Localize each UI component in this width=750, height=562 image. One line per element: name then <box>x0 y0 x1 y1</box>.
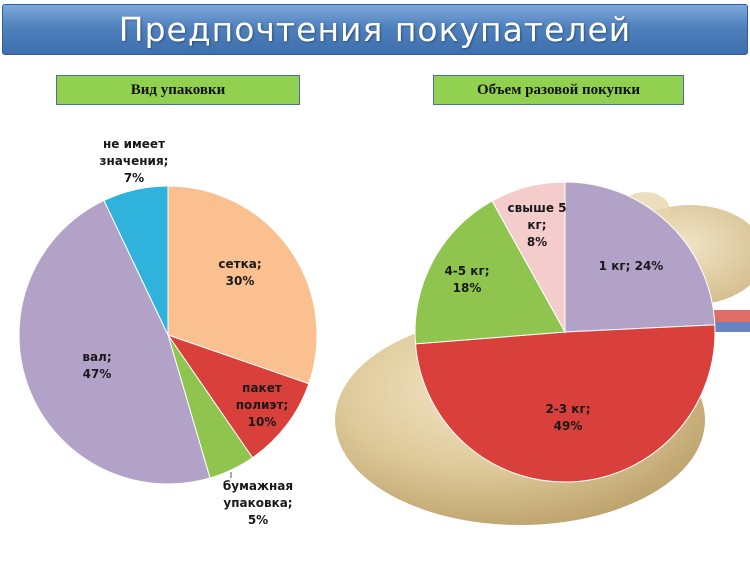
pie-packaging-slice-3 <box>18 199 211 485</box>
pie-volume-label-1: 2-3 кг; 49% <box>545 402 590 433</box>
pie-volume-slice-0 <box>564 181 716 333</box>
pie-volume-label-2: 4-5 кг; 18% <box>444 264 489 295</box>
pie-volume-slice-3 <box>491 181 566 334</box>
page-title: Предпочтения покупателей <box>118 10 632 49</box>
pie-volume-slice-2 <box>414 200 566 345</box>
pie-packaging-slice-0 <box>167 185 318 385</box>
pie-packaging-label-1: пакет полиэт; 10% <box>236 381 289 429</box>
pie-packaging-slice-1 <box>166 334 310 459</box>
pie-volume-label-0: 1 кг; 24% <box>599 259 664 273</box>
chart-title-packaging: Вид упаковки <box>56 75 300 105</box>
title-banner: Предпочтения покупателей <box>2 4 748 55</box>
chart-title-purchase-volume: Объем разовой покупки <box>433 75 684 105</box>
pie-volume-label-3: свыше 5 кг; 8% <box>508 201 567 249</box>
pie-packaging-label-0: сетка; 30% <box>218 257 261 288</box>
pie-packaging-label-3: вал; 47% <box>82 350 111 381</box>
pie-packaging-label-4: не имеет значения; 7% <box>100 137 169 185</box>
pie-packaging-slice-4 <box>103 185 169 336</box>
pie-volume-slice-1 <box>414 324 716 483</box>
pie-packaging-label-2: бумажная упаковка; 5% <box>223 479 293 527</box>
